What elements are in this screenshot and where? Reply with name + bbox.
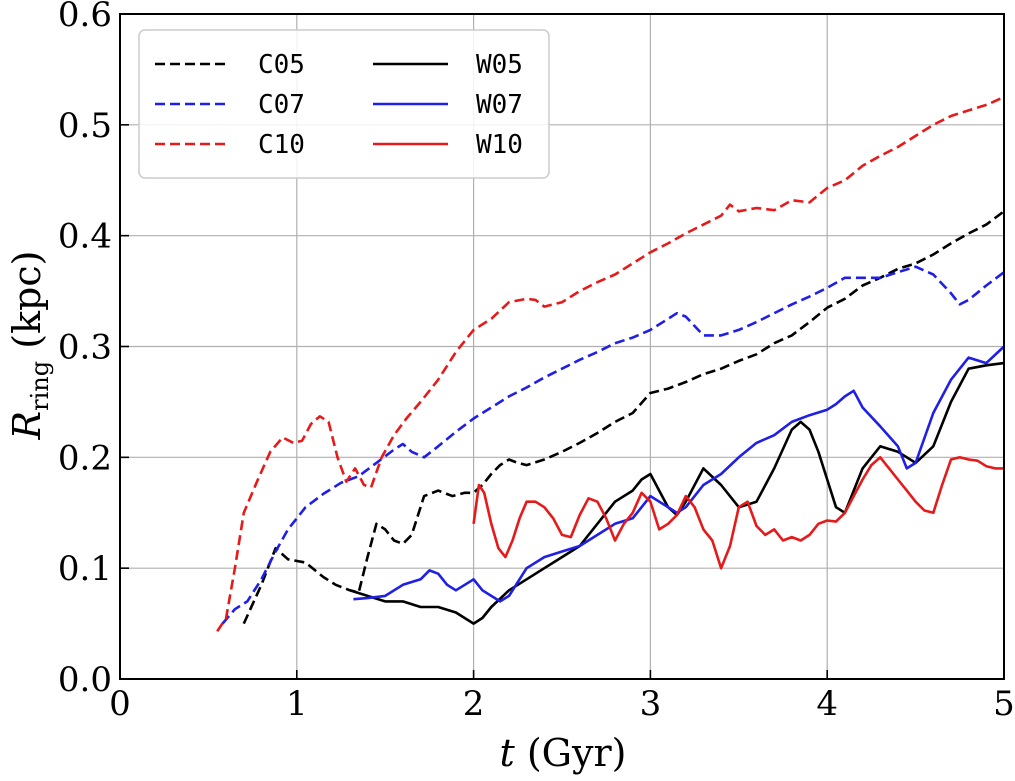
x-tick-label: 3 (640, 684, 662, 724)
x-tick-label: 0 (109, 684, 131, 724)
series-line-c05 (242, 210, 1005, 625)
series-line-c10 (216, 95, 1005, 633)
x-axis-label: t (Gyr) (500, 731, 627, 775)
y-tick-label: 0.1 (58, 549, 112, 589)
y-axis-label: Rring (kpc) (5, 251, 54, 441)
series-line-w10 (472, 455, 1004, 570)
legend: C05 C07 C10 W05 W07 W10 (138, 29, 550, 179)
legend-label-w07: W07 (476, 90, 523, 120)
x-tick-label: 1 (286, 684, 308, 724)
y-tick-label: 0.3 (58, 328, 112, 368)
y-tick-label: 0.5 (58, 106, 112, 146)
y-tick-label: 0.0 (58, 660, 112, 700)
series-line-w07 (353, 345, 1005, 603)
legend-label-c05: C05 (258, 50, 305, 80)
ticks (119, 13, 1005, 680)
tick-labels: 0 1 2 3 4 5 0.0 0.1 0.2 0.3 0.4 0.5 0.6 (58, 0, 1015, 724)
y-tick-label: 0.6 (58, 0, 112, 35)
x-tick-label: 5 (993, 684, 1015, 724)
legend-label-w10: W10 (476, 130, 523, 160)
legend-label-w05: W05 (476, 50, 523, 80)
legend-label-c07: C07 (258, 90, 305, 120)
y-tick-label: 0.2 (58, 438, 112, 478)
x-tick-label: 4 (816, 684, 838, 724)
legend-box (138, 29, 550, 179)
y-tick-label: 0.4 (58, 217, 112, 257)
legend-label-c10: C10 (258, 130, 305, 160)
x-tick-label: 2 (463, 684, 485, 724)
series-layer (216, 95, 1005, 633)
series-line-c07 (221, 265, 1005, 625)
